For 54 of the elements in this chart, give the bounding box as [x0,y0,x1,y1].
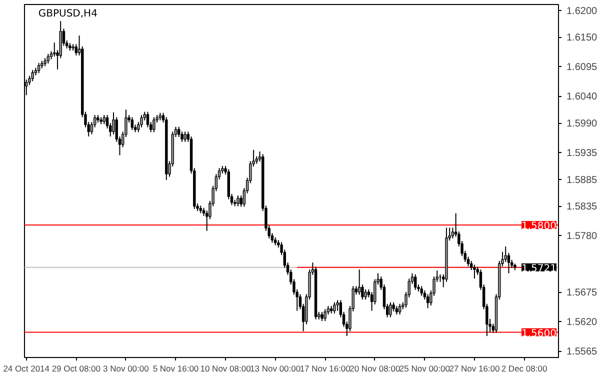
x-tick-label: 27 Nov 16:00 [449,364,500,374]
candlestick [392,302,395,312]
candlestick [364,288,367,300]
x-tick-label: 13 Nov 00:00 [250,364,301,374]
candlestick [324,308,326,322]
candlestick [140,114,143,128]
candlestick [102,114,106,125]
candlestick [152,116,156,133]
candlestick [146,111,150,128]
candlestick [420,286,423,296]
candlestick [336,300,339,312]
candlestick [426,294,430,309]
y-tick-label: 1.6150 [566,32,598,44]
candlestick [358,269,361,296]
x-tick-label: 3 Nov 00:00 [103,364,150,374]
candlestick [236,194,240,207]
candlestick [389,302,392,318]
candlestick [37,62,40,74]
candlestick [320,311,324,322]
x-tick-label: 2 Dec 08:00 [501,364,548,374]
candlestick [333,302,336,314]
y-tick-label: 1.6095 [566,62,598,74]
ref-line-label: 1.5600 [522,328,557,340]
x-tick-label: 17 Nov 16:00 [300,364,351,374]
candlestick [414,274,417,290]
x-tick-label: 10 Nov 08:00 [200,364,252,374]
y-tick-label: 1.5620 [566,317,598,328]
x-tick-label: 29 Oct 08:00 [52,364,101,374]
candlestick [504,246,507,263]
candlestick [46,53,50,64]
y-tick-label: 1.5990 [566,118,598,130]
candlestick [31,69,34,82]
y-tick-label: 1.5780 [566,231,598,242]
candlestick [398,303,402,316]
y-tick-label: 1.6040 [566,92,598,103]
y-tick-label: 1.5835 [566,202,598,213]
y-tick-label: 1.5565 [566,346,598,358]
x-tick-label: 25 Nov 00:00 [399,364,450,374]
x-tick-label: 5 Nov 16:00 [152,364,199,374]
y-tick-label: 1.5935 [566,148,598,160]
y-tick-label: 1.5675 [566,288,598,299]
candlestick [184,131,186,142]
ref-line-label: 1.5721 [522,263,557,274]
candlestick [177,126,180,138]
y-tick-label: 1.6200 [566,6,598,17]
chart-title: GBPUSD,H4 [38,8,98,20]
candlestick [130,116,134,131]
candlestick [240,194,242,208]
ref-line-label: 1.5800 [522,220,557,232]
y-tick-label: 1.5885 [566,174,598,186]
x-tick-label: 20 Nov 08:00 [350,364,400,374]
x-tick-label: 24 Oct 2014 [3,364,50,374]
candlestick [473,264,476,280]
candlestick [180,131,184,142]
